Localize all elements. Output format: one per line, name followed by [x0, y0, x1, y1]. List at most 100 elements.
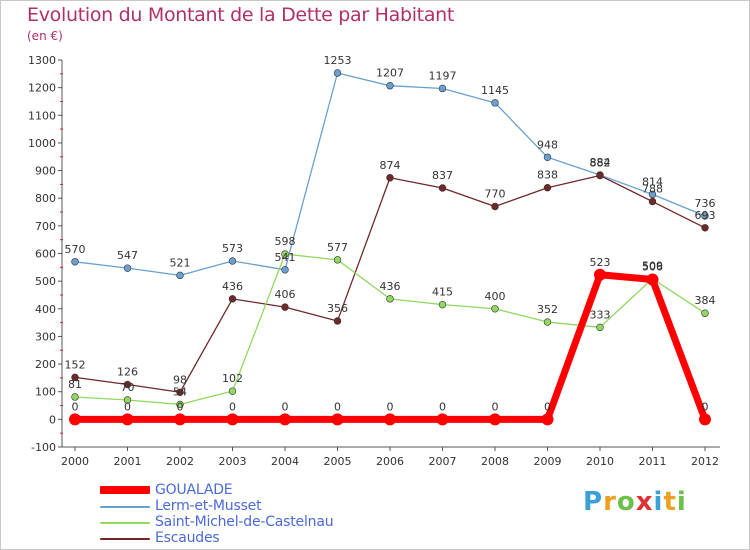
- data-label: 352: [537, 303, 558, 316]
- data-point: [701, 212, 709, 220]
- data-point: [543, 153, 552, 162]
- proxiti-logo: Proxiti: [583, 487, 687, 517]
- data-point: [176, 271, 184, 280]
- data-point: [176, 400, 184, 409]
- legend-label-lerm-et-musset: Lerm-et-Musset: [155, 498, 262, 514]
- data-label: 384: [695, 294, 716, 307]
- data-label: 598: [275, 235, 296, 248]
- x-tick-label: 2008: [481, 455, 509, 468]
- data-point: [541, 413, 554, 426]
- data-label: 0: [492, 400, 499, 413]
- data-label: 406: [275, 288, 296, 301]
- data-label: 837: [432, 169, 453, 182]
- data-point: [491, 99, 499, 107]
- data-label: 736: [695, 197, 716, 210]
- y-tick-label: 1200: [28, 82, 56, 95]
- data-label: 152: [65, 358, 86, 371]
- data-label: 436: [380, 280, 401, 293]
- data-point: [123, 264, 132, 272]
- data-label: 0: [439, 400, 446, 413]
- data-label: 788: [642, 183, 663, 196]
- data-label: 541: [275, 251, 296, 264]
- x-tick-label: 2002: [166, 455, 194, 468]
- data-point: [648, 190, 657, 199]
- data-label: 436: [222, 280, 243, 293]
- data-label: 400: [485, 290, 506, 303]
- logo-letter: P: [583, 487, 604, 517]
- y-tick-label: 1100: [28, 109, 56, 122]
- data-point: [228, 387, 237, 395]
- logo-letter: o: [616, 487, 636, 517]
- y-tick-label: 400: [35, 303, 56, 316]
- data-point: [543, 184, 552, 192]
- chart-title: Evolution du Montant de la Dette par Hab…: [27, 4, 455, 26]
- x-tick-label: 2009: [534, 455, 562, 468]
- x-tick-label: 2004: [271, 455, 299, 468]
- data-label: 415: [432, 286, 453, 299]
- y-tick-label: 300: [35, 330, 56, 343]
- data-point: [699, 413, 711, 426]
- x-tick-label: 2006: [376, 455, 404, 468]
- data-point: [436, 413, 449, 426]
- data-point: [386, 295, 394, 303]
- data-point: [596, 171, 604, 180]
- data-point: [594, 268, 606, 281]
- legend-label-escaudes: Escaudes: [155, 530, 220, 546]
- data-point: [121, 413, 134, 426]
- data-point: [491, 305, 499, 313]
- y-tick-label: 1300: [28, 54, 56, 67]
- data-label: 98: [173, 373, 187, 386]
- data-point: [438, 184, 447, 192]
- y-tick-label: 0: [49, 413, 56, 426]
- data-label: 0: [229, 400, 236, 413]
- legend-label-saint-michel-de-castelnau: Saint-Michel-de-Castelnau: [155, 514, 334, 530]
- data-label: 882: [590, 157, 611, 170]
- data-point: [281, 266, 289, 274]
- y-tick-label: 1000: [28, 137, 56, 150]
- data-label: 573: [222, 242, 243, 255]
- data-label: 509: [642, 260, 663, 273]
- axes: -100010020030040050060070080090010001100…: [28, 54, 720, 468]
- data-label: 356: [327, 302, 348, 315]
- logo-letter: t: [663, 487, 677, 517]
- data-point: [438, 300, 447, 309]
- y-tick-label: 900: [35, 165, 56, 178]
- x-tick-label: 2003: [219, 455, 247, 468]
- data-point: [438, 84, 447, 93]
- logo-letter: i: [676, 487, 687, 517]
- x-tick-label: 2007: [429, 455, 457, 468]
- y-tick-label: -100: [31, 441, 56, 454]
- data-label: 81: [68, 378, 82, 391]
- y-tick-label: 800: [35, 192, 56, 205]
- logo-letter: x: [635, 487, 654, 517]
- x-tick-label: 2001: [114, 455, 142, 468]
- data-point: [648, 197, 657, 206]
- data-point: [71, 373, 79, 382]
- data-point: [333, 69, 342, 77]
- series-layer: [69, 69, 711, 426]
- y-tick-label: 500: [35, 275, 56, 288]
- data-point: [174, 413, 186, 426]
- data-point: [543, 318, 552, 326]
- data-label: 948: [537, 138, 558, 151]
- data-label: 506: [642, 260, 663, 273]
- data-label: 0: [387, 400, 394, 413]
- data-point: [228, 295, 237, 303]
- data-point: [596, 323, 604, 332]
- data-label: 70: [121, 381, 135, 394]
- logo-letter: i: [653, 487, 664, 517]
- data-point: [281, 250, 289, 258]
- data-point: [386, 82, 394, 90]
- y-tick-label: 200: [35, 358, 56, 371]
- data-point: [701, 224, 709, 232]
- data-label: 577: [327, 241, 348, 254]
- data-label: 1197: [429, 69, 457, 82]
- data-point: [123, 396, 132, 404]
- data-point: [333, 256, 342, 264]
- data-point: [489, 413, 501, 426]
- x-tick-label: 2005: [324, 455, 352, 468]
- data-label: 521: [170, 256, 191, 269]
- legend-swatch-lerm-et-musset: [100, 506, 150, 508]
- data-label: 523: [590, 256, 611, 269]
